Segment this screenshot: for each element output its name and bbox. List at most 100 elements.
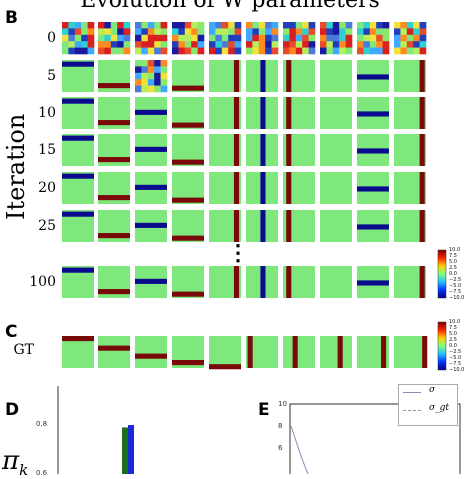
tile-r3-c5-stripe bbox=[260, 134, 266, 166]
tile-r5-c4-stripe bbox=[233, 210, 240, 242]
tile-r4-c4-stripe bbox=[233, 172, 240, 204]
colorbar-tick: 2.5 bbox=[449, 265, 457, 271]
tile-r2-c6-stripe bbox=[286, 97, 292, 129]
iteration-label: 10 bbox=[38, 105, 56, 121]
tile-r2-c2-stripe bbox=[135, 109, 167, 115]
tile-r1-c6-stripe bbox=[286, 60, 292, 92]
legend-sigma-gt: σ_gt bbox=[429, 403, 450, 413]
colorbar-top bbox=[437, 249, 447, 299]
sigma-line bbox=[290, 425, 309, 474]
tile-r1-c0-stripe bbox=[62, 61, 94, 67]
tile-r6-c9-stripe bbox=[419, 266, 425, 298]
tile-r4-c8-stripe bbox=[357, 186, 389, 192]
tile-r3-c4-stripe bbox=[233, 134, 240, 166]
panel-d-tick: 0.8 bbox=[36, 420, 48, 428]
tile-r3-c3-stripe bbox=[172, 159, 204, 165]
panel-e-legend: σ σ_gt bbox=[398, 384, 458, 426]
tile-r0-c5 bbox=[246, 22, 279, 55]
gt-tile-c2 bbox=[135, 336, 167, 368]
colorbar-tick: 7.5 bbox=[449, 253, 457, 259]
tile-r5-c6-stripe bbox=[286, 210, 292, 242]
panel-label-c: C bbox=[5, 322, 18, 342]
colorbar-tick: −5.0 bbox=[449, 355, 462, 361]
tile-r5-c1-stripe bbox=[98, 233, 130, 239]
tile-r6-c2-stripe bbox=[135, 278, 167, 284]
tile-r4-c1-stripe bbox=[98, 195, 130, 201]
colorbar-tick: −10.0 bbox=[449, 367, 465, 373]
iteration-label: 100 bbox=[29, 274, 56, 290]
gt-tile-c1 bbox=[98, 336, 130, 368]
colorbar-tick: −10.0 bbox=[449, 295, 465, 301]
colorbar-bottom bbox=[437, 321, 447, 371]
tile-r5-c8-stripe bbox=[357, 224, 389, 230]
gt-tile-c4 bbox=[209, 336, 241, 368]
iteration-label: 0 bbox=[47, 30, 56, 46]
tile-r4-c3-stripe bbox=[172, 197, 204, 203]
tile-r5-c5-stripe bbox=[260, 210, 266, 242]
tile-r4-c6-stripe bbox=[286, 172, 292, 204]
colorbar-tick: −2.5 bbox=[449, 277, 462, 283]
colorbar-tick: −5.0 bbox=[449, 283, 462, 289]
tile-r0-c8 bbox=[357, 22, 390, 55]
tile-r0-c7 bbox=[320, 22, 353, 55]
tile-r1-c5-stripe bbox=[260, 60, 266, 92]
tile-r5-c3-stripe bbox=[172, 235, 204, 241]
tile-r3-c0-stripe bbox=[62, 135, 94, 141]
tile-r6-c0-stripe bbox=[62, 267, 94, 273]
tile-r6-c6-stripe bbox=[286, 266, 292, 298]
tile-r1-c2 bbox=[135, 60, 168, 93]
gt-tile-c7 bbox=[320, 336, 352, 368]
tile-r3-c2-stripe bbox=[135, 146, 167, 152]
tile-r4-c7 bbox=[320, 172, 352, 204]
tile-r2-c9-stripe bbox=[419, 97, 425, 129]
colorbar-tick: 10.0 bbox=[449, 247, 461, 253]
tile-r2-c4-stripe bbox=[233, 97, 240, 129]
iteration-label: 20 bbox=[38, 180, 56, 196]
tile-r3-c6-stripe bbox=[286, 134, 292, 166]
iteration-label: 5 bbox=[47, 68, 56, 84]
tile-r0-c9 bbox=[394, 22, 427, 55]
tile-r6-c7 bbox=[320, 266, 352, 298]
tile-r5-c7 bbox=[320, 210, 352, 242]
tile-r2-c0-stripe bbox=[62, 98, 94, 104]
ellipsis: ⋮ bbox=[227, 240, 249, 266]
tile-r4-c0-stripe bbox=[62, 173, 94, 179]
iteration-label: 15 bbox=[38, 142, 56, 158]
gt-tile-c0 bbox=[62, 336, 94, 368]
panel-label-d: D bbox=[5, 400, 20, 420]
tile-r4-c5-stripe bbox=[260, 172, 266, 204]
pi-k-label: πk bbox=[2, 446, 29, 479]
tile-r4-c9-stripe bbox=[419, 172, 425, 204]
tile-r4-c2-stripe bbox=[135, 184, 167, 190]
tile-r2-c1-stripe bbox=[98, 120, 130, 126]
tile-r5-c9-stripe bbox=[419, 210, 425, 242]
tile-r1-c8-stripe bbox=[357, 74, 389, 80]
panel-label-b: B bbox=[5, 8, 18, 28]
tile-r5-c2-stripe bbox=[135, 222, 167, 228]
tile-r1-c1-stripe bbox=[98, 83, 130, 89]
gt-tile-c6-stripe bbox=[292, 336, 298, 368]
gt-tile-c2-stripe bbox=[135, 353, 167, 359]
colorbar-tick: −7.5 bbox=[449, 289, 462, 295]
gt-tile-c3-stripe bbox=[172, 360, 204, 366]
tile-r3-c7 bbox=[320, 134, 352, 166]
tile-r1-c9-stripe bbox=[419, 60, 425, 92]
colorbar-tick: 5.0 bbox=[449, 331, 457, 337]
tile-r2-c5-stripe bbox=[260, 97, 266, 129]
tile-r3-c1-stripe bbox=[98, 157, 130, 163]
iteration-label: 25 bbox=[38, 218, 56, 234]
tile-r5-c0-stripe bbox=[62, 211, 94, 217]
tile-r0-c4 bbox=[209, 22, 242, 55]
figure-title: Evolution of W parameters bbox=[80, 0, 380, 13]
gt-tile-c5-stripe bbox=[247, 336, 253, 368]
tile-r2-c3-stripe bbox=[172, 122, 204, 128]
panel-e-tick: 8 bbox=[278, 422, 283, 430]
gt-tile-c6 bbox=[283, 336, 315, 368]
tile-r2-c8-stripe bbox=[357, 111, 389, 117]
colorbar-tick: 7.5 bbox=[449, 325, 457, 331]
legend-solid-swatch bbox=[403, 392, 421, 393]
gt-tile-c4-stripe bbox=[209, 364, 241, 370]
panel-e-tick: 10 bbox=[278, 400, 287, 408]
bar-1 bbox=[128, 425, 134, 474]
